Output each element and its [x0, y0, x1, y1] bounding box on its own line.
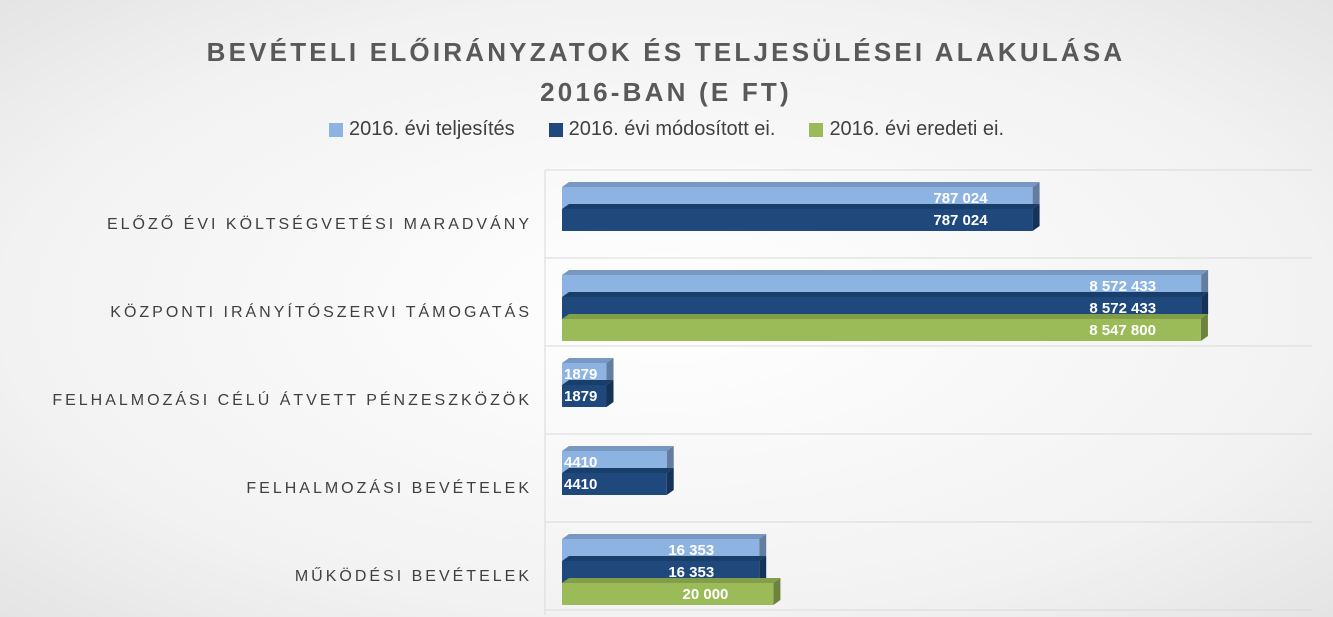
value-label: 4410 — [564, 454, 597, 471]
value-label: 8 572 433 — [1089, 300, 1156, 317]
legend-label: 2016. évi teljesítés — [348, 118, 515, 140]
bar-side — [759, 556, 767, 583]
value-label: 20 000 — [683, 586, 729, 603]
bar-top — [562, 578, 781, 583]
bar-side — [666, 446, 674, 473]
legend-item: 2016. évi teljesítés — [328, 118, 515, 141]
legend-swatch — [548, 122, 563, 137]
value-label: 16 353 — [668, 564, 714, 581]
bar-side — [773, 578, 781, 605]
bar — [562, 539, 760, 561]
legend-label: 2016. évi módosított ei. — [568, 118, 776, 140]
category-label: FELHALMOZÁSI BEVÉTELEK — [246, 478, 532, 497]
bar-side — [1201, 292, 1209, 319]
bar-top — [562, 314, 1208, 319]
value-label: 16 353 — [668, 542, 714, 559]
bar — [562, 319, 1201, 341]
legend-item: 2016. évi eredeti ei. — [809, 118, 1004, 141]
bar — [562, 363, 607, 385]
bar-side — [606, 380, 614, 407]
bar-top — [562, 446, 674, 451]
bar — [562, 385, 607, 407]
bar-top — [562, 534, 767, 539]
bar-side — [606, 358, 614, 385]
bar — [562, 297, 1202, 319]
legend-label: 2016. évi eredeti ei. — [829, 118, 1004, 140]
value-label: 1879 — [564, 366, 597, 383]
bar-side — [1201, 270, 1209, 297]
value-label: 4410 — [564, 476, 597, 493]
bar-side — [759, 534, 767, 561]
value-label: 787 024 — [933, 190, 988, 207]
bar-top — [562, 468, 674, 473]
chart-title: BEVÉTELI ELŐIRÁNYZATOK ÉS TELJESÜLÉSEI A… — [206, 37, 1126, 107]
bar — [562, 275, 1202, 297]
category-label: FELHALMOZÁSI CÉLÚ ÁTVETT PÉNZESZKÖZÖK — [52, 390, 532, 409]
bar — [562, 209, 1033, 231]
bar-top — [562, 292, 1209, 297]
category-label: ELŐZŐ ÉVI KÖLTSÉGVETÉSI MARADVÁNY — [107, 214, 532, 233]
bar — [562, 451, 667, 473]
category-label: KÖZPONTI IRÁNYÍTÓSZERVI TÁMOGATÁS — [110, 302, 532, 321]
legend: 2016. évi teljesítés 2016. évi módosított… — [0, 118, 1333, 141]
bar-top — [562, 556, 767, 561]
value-label: 8 572 433 — [1089, 278, 1156, 295]
value-label: 1879 — [564, 388, 597, 405]
bar-top — [562, 182, 1040, 187]
bar-side — [1200, 314, 1208, 341]
bar-top — [562, 380, 614, 385]
bar-top — [562, 358, 614, 363]
legend-swatch — [809, 122, 824, 137]
legend-swatch — [328, 122, 343, 137]
bar — [562, 583, 774, 605]
bar — [562, 187, 1033, 209]
bar-top — [562, 270, 1209, 275]
value-label: 8 547 800 — [1089, 322, 1156, 339]
bar-side — [666, 468, 674, 495]
bar — [562, 473, 667, 495]
legend-item: 2016. évi módosított ei. — [548, 118, 776, 141]
bar-side — [1032, 204, 1040, 231]
bar-top — [562, 204, 1040, 209]
bar-side — [1032, 182, 1040, 209]
value-label: 787 024 — [933, 212, 988, 229]
bar — [562, 561, 760, 583]
category-label: MŰKÖDÉSI BEVÉTELEK — [295, 566, 532, 585]
